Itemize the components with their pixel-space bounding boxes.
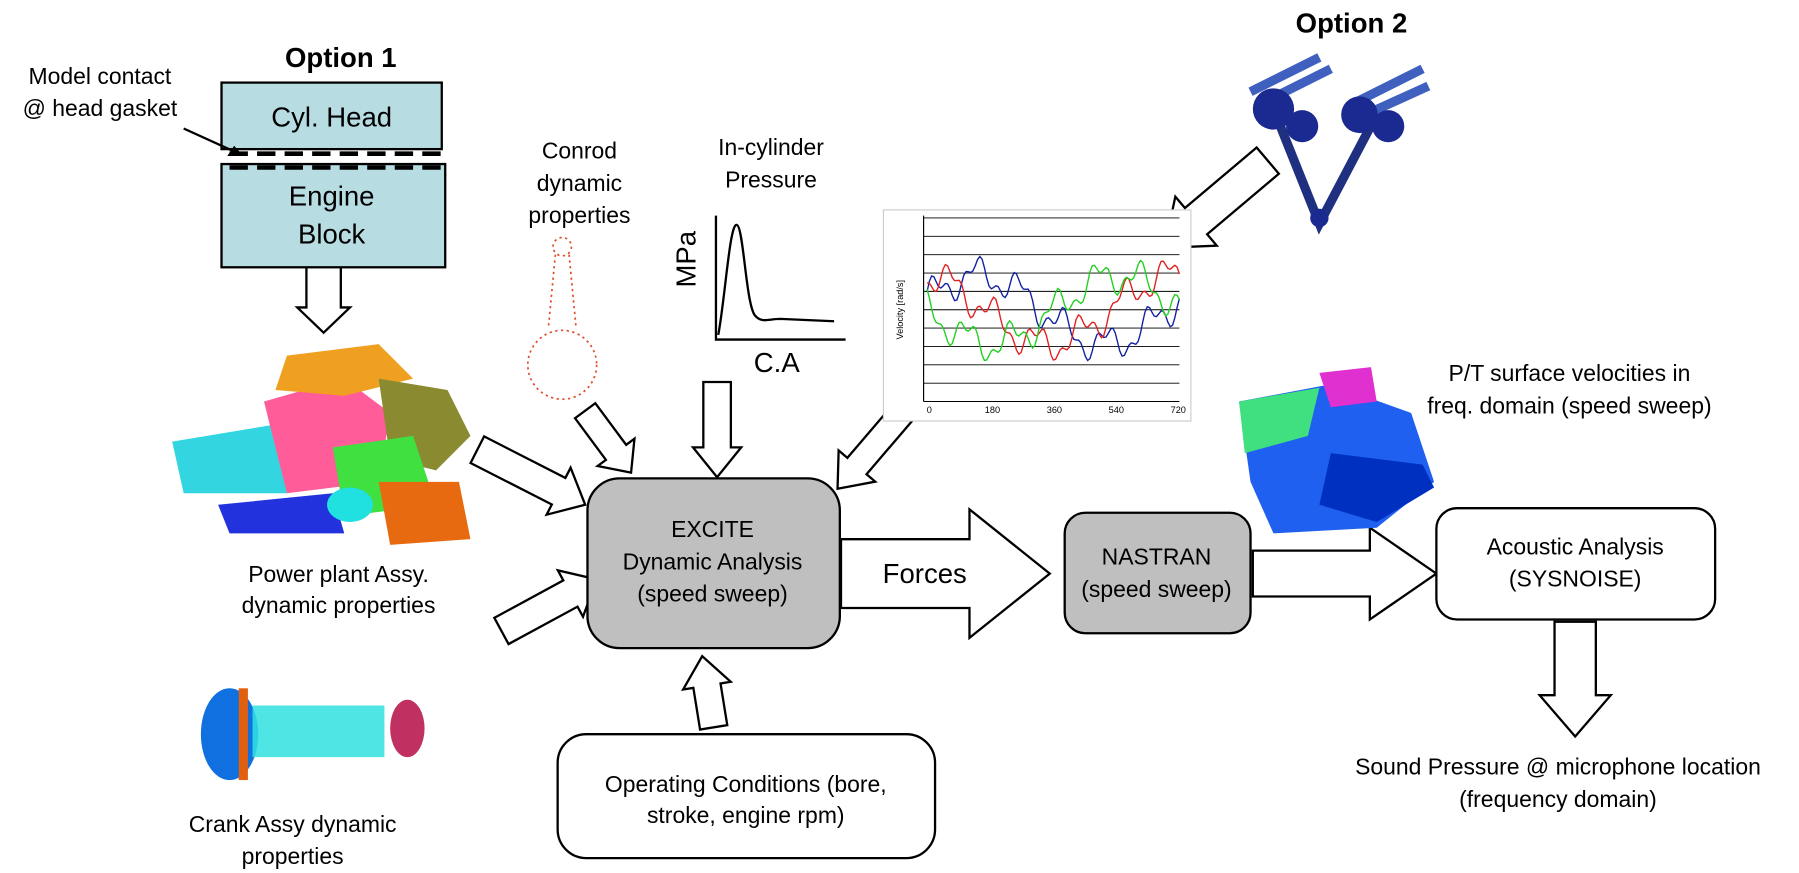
block-arrow bbox=[1540, 622, 1611, 737]
option2-title: Option 2 bbox=[1296, 8, 1408, 39]
option1-title: Option 1 bbox=[285, 42, 397, 73]
acoustic-node bbox=[1436, 508, 1715, 619]
engine-block-label: Engine bbox=[289, 181, 375, 212]
velocity-x-tick: 0 bbox=[927, 405, 932, 415]
block-arrow bbox=[575, 403, 634, 472]
pressure-y-label: MPa bbox=[671, 230, 702, 287]
excite-label: EXCITE bbox=[671, 516, 754, 542]
nastran-label: (speed sweep) bbox=[1081, 576, 1231, 602]
conrod-label: properties bbox=[528, 202, 630, 228]
block-arrow bbox=[683, 656, 731, 729]
block-arrow bbox=[471, 436, 586, 514]
conrod-label: dynamic bbox=[537, 170, 622, 196]
velocity-y-label: Velocity [rad/s] bbox=[895, 280, 905, 340]
valvetrain-image bbox=[1251, 57, 1429, 227]
pressure-x-label: C.A bbox=[754, 347, 801, 378]
surface-velocity-image bbox=[1239, 367, 1434, 533]
powerplant-label: dynamic properties bbox=[242, 592, 436, 618]
operating-label: Operating Conditions (bore, bbox=[605, 771, 887, 797]
conrod-label: Conrod bbox=[542, 138, 617, 164]
crank-label: Crank Assy dynamic bbox=[189, 811, 397, 837]
pressure-title: Pressure bbox=[725, 166, 817, 192]
velocity-x-tick: 180 bbox=[985, 405, 1000, 415]
forces-label: Forces bbox=[883, 558, 967, 589]
sound-pressure-label: Sound Pressure @ microphone location bbox=[1355, 754, 1761, 780]
engine-block-label: Block bbox=[298, 219, 366, 250]
block-arrow bbox=[494, 570, 596, 644]
block-arrow bbox=[297, 266, 350, 333]
engine-block-box bbox=[222, 164, 446, 267]
surface-velocity-label: P/T surface velocities in bbox=[1449, 360, 1691, 386]
powerplant-label: Power plant Assy. bbox=[248, 561, 429, 587]
page: { "option1": {"title": "Option 1", "cont… bbox=[0, 0, 1799, 873]
contact-note: Model contact bbox=[29, 63, 172, 89]
crank-label: properties bbox=[242, 843, 344, 869]
velocity-x-tick: 540 bbox=[1109, 405, 1124, 415]
contact-note: @ head gasket bbox=[23, 95, 178, 121]
surface-velocity-label: freq. domain (speed sweep) bbox=[1427, 392, 1711, 418]
excite-label: Dynamic Analysis bbox=[623, 548, 803, 574]
nastran-label: NASTRAN bbox=[1102, 544, 1212, 570]
conrod-image bbox=[528, 237, 597, 399]
acoustic-label: (SYSNOISE) bbox=[1509, 566, 1642, 592]
pressure-curve bbox=[718, 225, 834, 335]
operating-label: stroke, engine rpm) bbox=[647, 802, 845, 828]
cyl-head-label: Cyl. Head bbox=[271, 102, 392, 133]
sound-pressure-label: (frequency domain) bbox=[1459, 786, 1657, 812]
velocity-x-tick: 720 bbox=[1171, 405, 1186, 415]
block-arrow bbox=[693, 382, 741, 477]
acoustic-label: Acoustic Analysis bbox=[1487, 533, 1664, 559]
nastran-node bbox=[1065, 513, 1251, 633]
crank-image bbox=[201, 688, 425, 780]
pressure-title: In-cylinder bbox=[718, 134, 824, 160]
powerplant-image bbox=[172, 344, 470, 545]
excite-label: (speed sweep) bbox=[637, 580, 787, 606]
block-arrow bbox=[1253, 528, 1437, 620]
diagram: Option 1 Model contact @ head gasket Cyl… bbox=[0, 0, 1799, 873]
velocity-x-tick: 360 bbox=[1047, 405, 1062, 415]
